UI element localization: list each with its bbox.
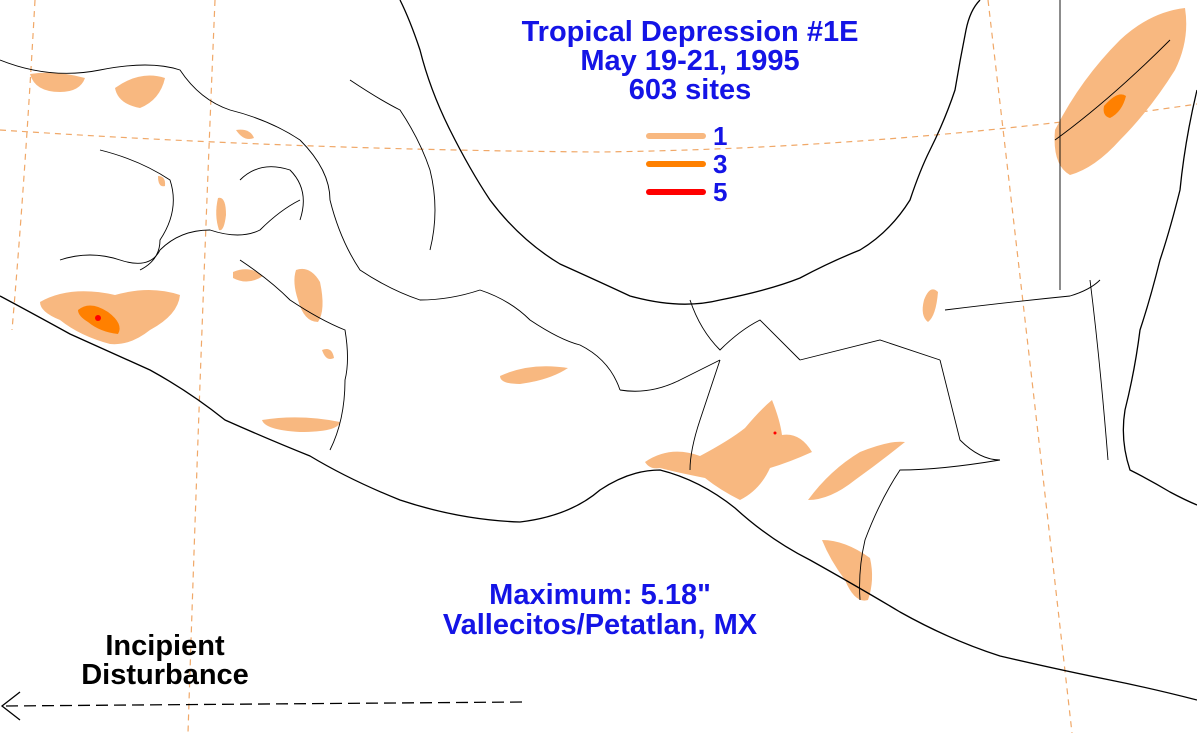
rain-area-nw-1 <box>30 72 85 92</box>
rain-area-small-4 <box>158 176 166 187</box>
map-title: Tropical Depression #1E May 19-21, 1995 … <box>470 18 910 105</box>
disturbance-label-line1: Incipient <box>105 630 225 662</box>
disturbance-label-line2: Disturbance <box>81 659 249 691</box>
track-dashed-line <box>3 701 523 707</box>
boundary-1 <box>0 59 301 141</box>
boundary-6 <box>619 359 721 392</box>
rain-area-central-4 <box>262 417 340 432</box>
boundary-13 <box>1089 279 1109 461</box>
legend-swatch-1 <box>646 133 706 139</box>
maximum-value: Maximum: 5.18" <box>489 579 711 611</box>
rain-area-central-1 <box>294 268 323 322</box>
rain-area-central-3 <box>500 366 568 384</box>
rain-area-southeast-band <box>808 441 905 500</box>
gulf-coastline <box>399 0 981 305</box>
legend-label-1: 1 <box>713 121 728 151</box>
legend-swatch-5 <box>646 189 706 195</box>
rain-area-yucatan <box>1054 8 1187 175</box>
rain-area-small-1 <box>216 197 226 231</box>
rain-area-tabasco <box>922 289 938 322</box>
boundary-10 <box>939 359 1001 461</box>
boundary-16 <box>99 149 174 271</box>
title-date-range: May 19-21, 1995 <box>580 45 800 77</box>
boundary-15 <box>1054 39 1171 141</box>
maximum-location: Vallecitos/Petatlan, MX <box>442 609 758 641</box>
boundary-11 <box>859 459 1001 601</box>
title-storm-name: Tropical Depression #1E <box>521 16 859 48</box>
graticule-latitude-line <box>0 103 1197 153</box>
rain-area-small-2 <box>236 129 254 139</box>
graticule-meridian-2 <box>187 0 216 733</box>
incipient-disturbance-track <box>0 691 523 721</box>
rainfall-3-inch <box>78 94 1126 334</box>
boundary-4 <box>239 259 348 451</box>
legend-label-3: 3 <box>713 149 728 179</box>
rain-area-central-2 <box>233 269 263 282</box>
boundary-9 <box>799 339 941 361</box>
boundary-3 <box>299 139 481 301</box>
boundary-8 <box>689 359 721 471</box>
track-arrowhead-icon <box>0 691 21 721</box>
boundary-2 <box>59 199 301 264</box>
rainfall-1-inch <box>30 8 1187 601</box>
rain-3-yucatan <box>1103 94 1126 118</box>
boundary-7 <box>689 299 801 361</box>
rain-area-nw-2 <box>115 75 165 108</box>
rain-5-maximum-point <box>95 315 101 321</box>
rain-area-oaxaca-coast <box>645 400 812 500</box>
coastlines <box>0 0 1197 701</box>
graticule-meridian-3 <box>987 0 1073 733</box>
graticule-meridian-1 <box>11 0 36 331</box>
yucatan-east-coast <box>1122 89 1197 506</box>
boundary-17 <box>239 166 304 221</box>
rainfall-5-inch <box>95 315 777 435</box>
title-site-count: 603 sites <box>628 74 752 106</box>
maximum-rainfall-note: Maximum: 5.18" Vallecitos/Petatlan, MX <box>400 580 800 640</box>
legend-label-5: 5 <box>713 177 728 207</box>
pacific-coastline <box>0 295 1197 701</box>
incipient-disturbance-label: Incipient Disturbance <box>40 632 290 690</box>
rain-5-oaxaca-point <box>773 431 777 435</box>
state-boundaries <box>0 0 1171 601</box>
rain-area-small-3 <box>322 349 334 359</box>
legend-swatch-3 <box>646 161 706 167</box>
boundary-5 <box>479 289 621 391</box>
boundary-18 <box>349 79 436 251</box>
